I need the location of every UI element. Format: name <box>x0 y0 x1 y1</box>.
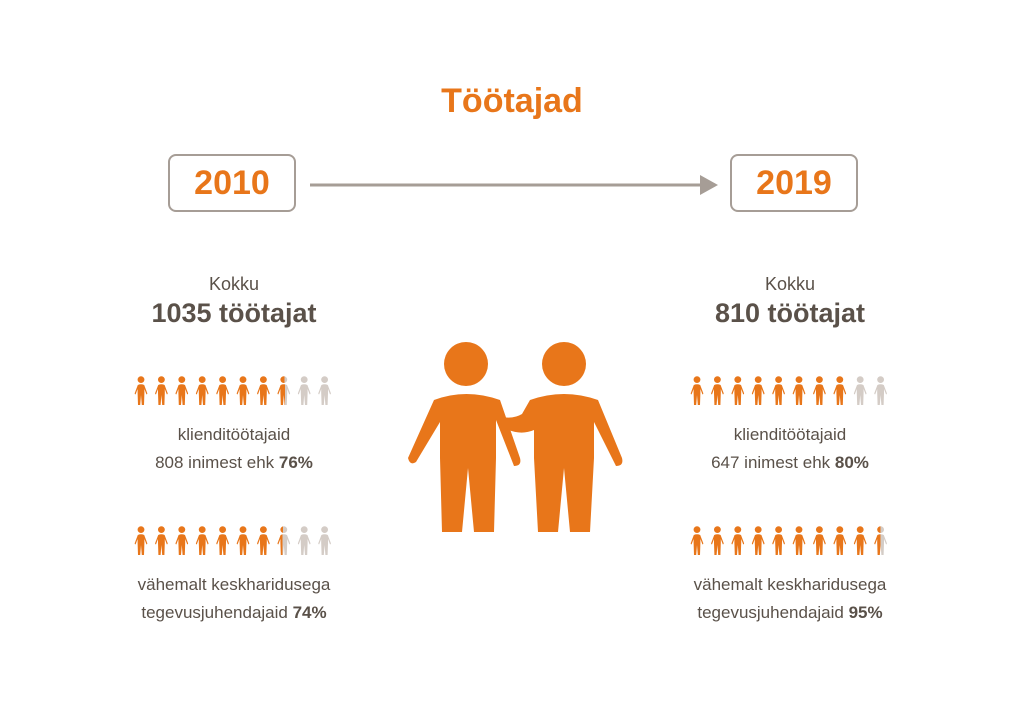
person-icon <box>792 376 806 405</box>
person-icon <box>134 526 148 555</box>
pictogram-row-educated-staff <box>630 522 950 560</box>
total-label: Kokku <box>764 274 816 294</box>
person-icon <box>711 526 724 555</box>
person-icon <box>874 526 887 555</box>
two-people-icon <box>408 342 623 532</box>
person-icon <box>277 526 291 555</box>
detail-text: tegevusjuhendajaid <box>141 603 293 622</box>
person-icon <box>853 376 867 405</box>
detail-text: 808 inimest ehk <box>155 453 279 472</box>
detail-percent: 80% <box>834 453 869 472</box>
person-pictogram <box>690 376 887 405</box>
person-icon <box>731 526 745 555</box>
person-icon <box>257 376 270 405</box>
person-icon <box>257 526 270 555</box>
person-icon <box>318 376 331 405</box>
caption-educated-staff: vähemalt keskharidusega <box>693 575 887 594</box>
person-icon <box>277 376 291 405</box>
person-icon <box>216 376 229 405</box>
person-icon <box>195 526 209 555</box>
total-value: 1035 töötajat <box>151 298 317 328</box>
person-icon <box>195 376 209 405</box>
person-icon <box>155 376 168 405</box>
person-icon <box>297 526 311 555</box>
person-icon <box>711 376 724 405</box>
person-icon <box>155 526 168 555</box>
person-icon <box>792 526 806 555</box>
person-icon <box>318 526 331 555</box>
person-icon <box>772 376 785 405</box>
person-icon <box>772 526 785 555</box>
caption-educated-staff: vähemalt keskharidusega <box>137 575 331 594</box>
person-icon <box>175 376 189 405</box>
person-icon <box>874 376 887 405</box>
person-pictogram <box>134 526 331 555</box>
year-badge-2010: 2010 <box>168 154 296 212</box>
detail-text: tegevusjuhendajaid <box>697 603 849 622</box>
year-badge-2019: 2019 <box>730 154 858 212</box>
person-icon <box>813 526 826 555</box>
person-icon <box>833 526 847 555</box>
caption-client-staff-detail: 808 inimest ehk 76% <box>74 450 394 476</box>
caption-client-staff: klienditöötajaid <box>177 425 291 444</box>
person-icon <box>236 526 250 555</box>
detail-percent: 76% <box>278 453 313 472</box>
person-pictogram <box>134 376 331 405</box>
person-icon <box>216 526 229 555</box>
person-icon <box>853 526 867 555</box>
pictogram-row-client-staff <box>630 372 950 410</box>
caption-client-staff: klienditöötajaid <box>733 425 847 444</box>
person-icon <box>833 376 847 405</box>
person-pictogram <box>690 526 887 555</box>
total-label: Kokku <box>208 274 260 294</box>
pictogram-row-client-staff <box>74 372 394 410</box>
page-title: Töötajad <box>441 82 583 120</box>
person-icon <box>690 526 704 555</box>
person-icon <box>731 376 745 405</box>
person-icon <box>236 376 250 405</box>
person-icon <box>690 376 704 405</box>
person-icon <box>813 376 826 405</box>
caption-client-staff-detail: 647 inimest ehk 80% <box>630 450 950 476</box>
detail-percent: 74% <box>292 603 327 622</box>
detail-percent: 95% <box>848 603 883 622</box>
person-icon <box>751 376 765 405</box>
pictogram-row-educated-staff <box>74 522 394 560</box>
person-icon <box>175 526 189 555</box>
person-icon <box>751 526 765 555</box>
person-icon <box>134 376 148 405</box>
total-value: 810 töötajat <box>714 298 866 328</box>
detail-text: 647 inimest ehk <box>711 453 835 472</box>
person-icon <box>297 376 311 405</box>
arrow-right-icon <box>310 175 718 195</box>
caption-educated-staff-detail: tegevusjuhendajaid 95% <box>630 600 950 626</box>
caption-educated-staff-detail: tegevusjuhendajaid 74% <box>74 600 394 626</box>
